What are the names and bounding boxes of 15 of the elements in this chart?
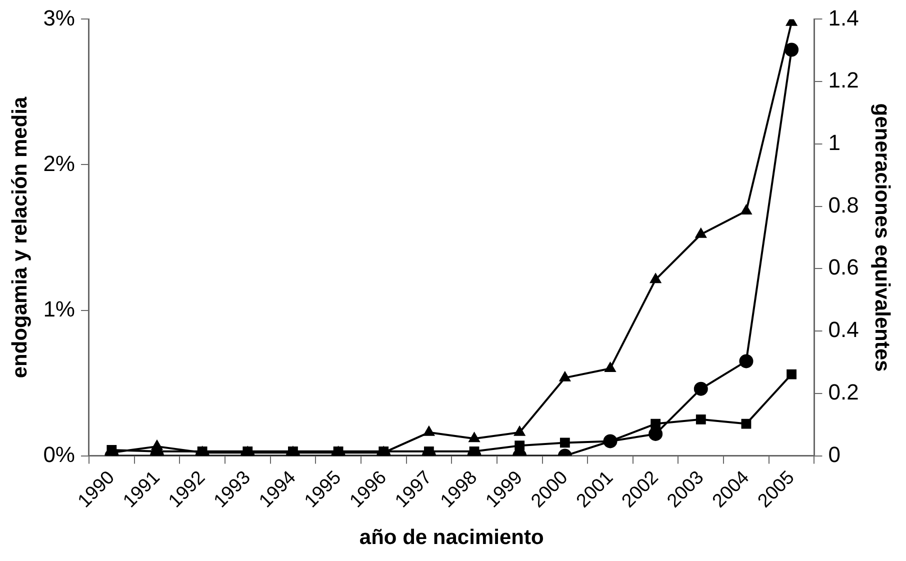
- y-tick-label: 2%: [43, 150, 75, 176]
- y2-tick-label: 0.8: [828, 192, 859, 218]
- y2-tick-label: 0: [828, 442, 840, 467]
- x-axis-title: año de nacimiento: [359, 526, 544, 550]
- y-tick-label: 3%: [43, 5, 75, 30]
- y2-tick-label: 1.4: [828, 5, 859, 30]
- y2-tick-label: 0.2: [828, 379, 859, 404]
- y2-tick-label: 0.6: [828, 254, 859, 280]
- y2-tick-label: 0.4: [828, 317, 859, 342]
- y-tick-label: 1%: [43, 296, 75, 322]
- y2-axis-title: generaciones equivalentes: [870, 103, 894, 372]
- y-axis-title: endogamia y relación media: [8, 96, 32, 378]
- y2-tick-label: 1.2: [828, 68, 859, 93]
- y-tick-label: 0%: [43, 442, 75, 467]
- y2-tick-label: 1: [828, 130, 840, 156]
